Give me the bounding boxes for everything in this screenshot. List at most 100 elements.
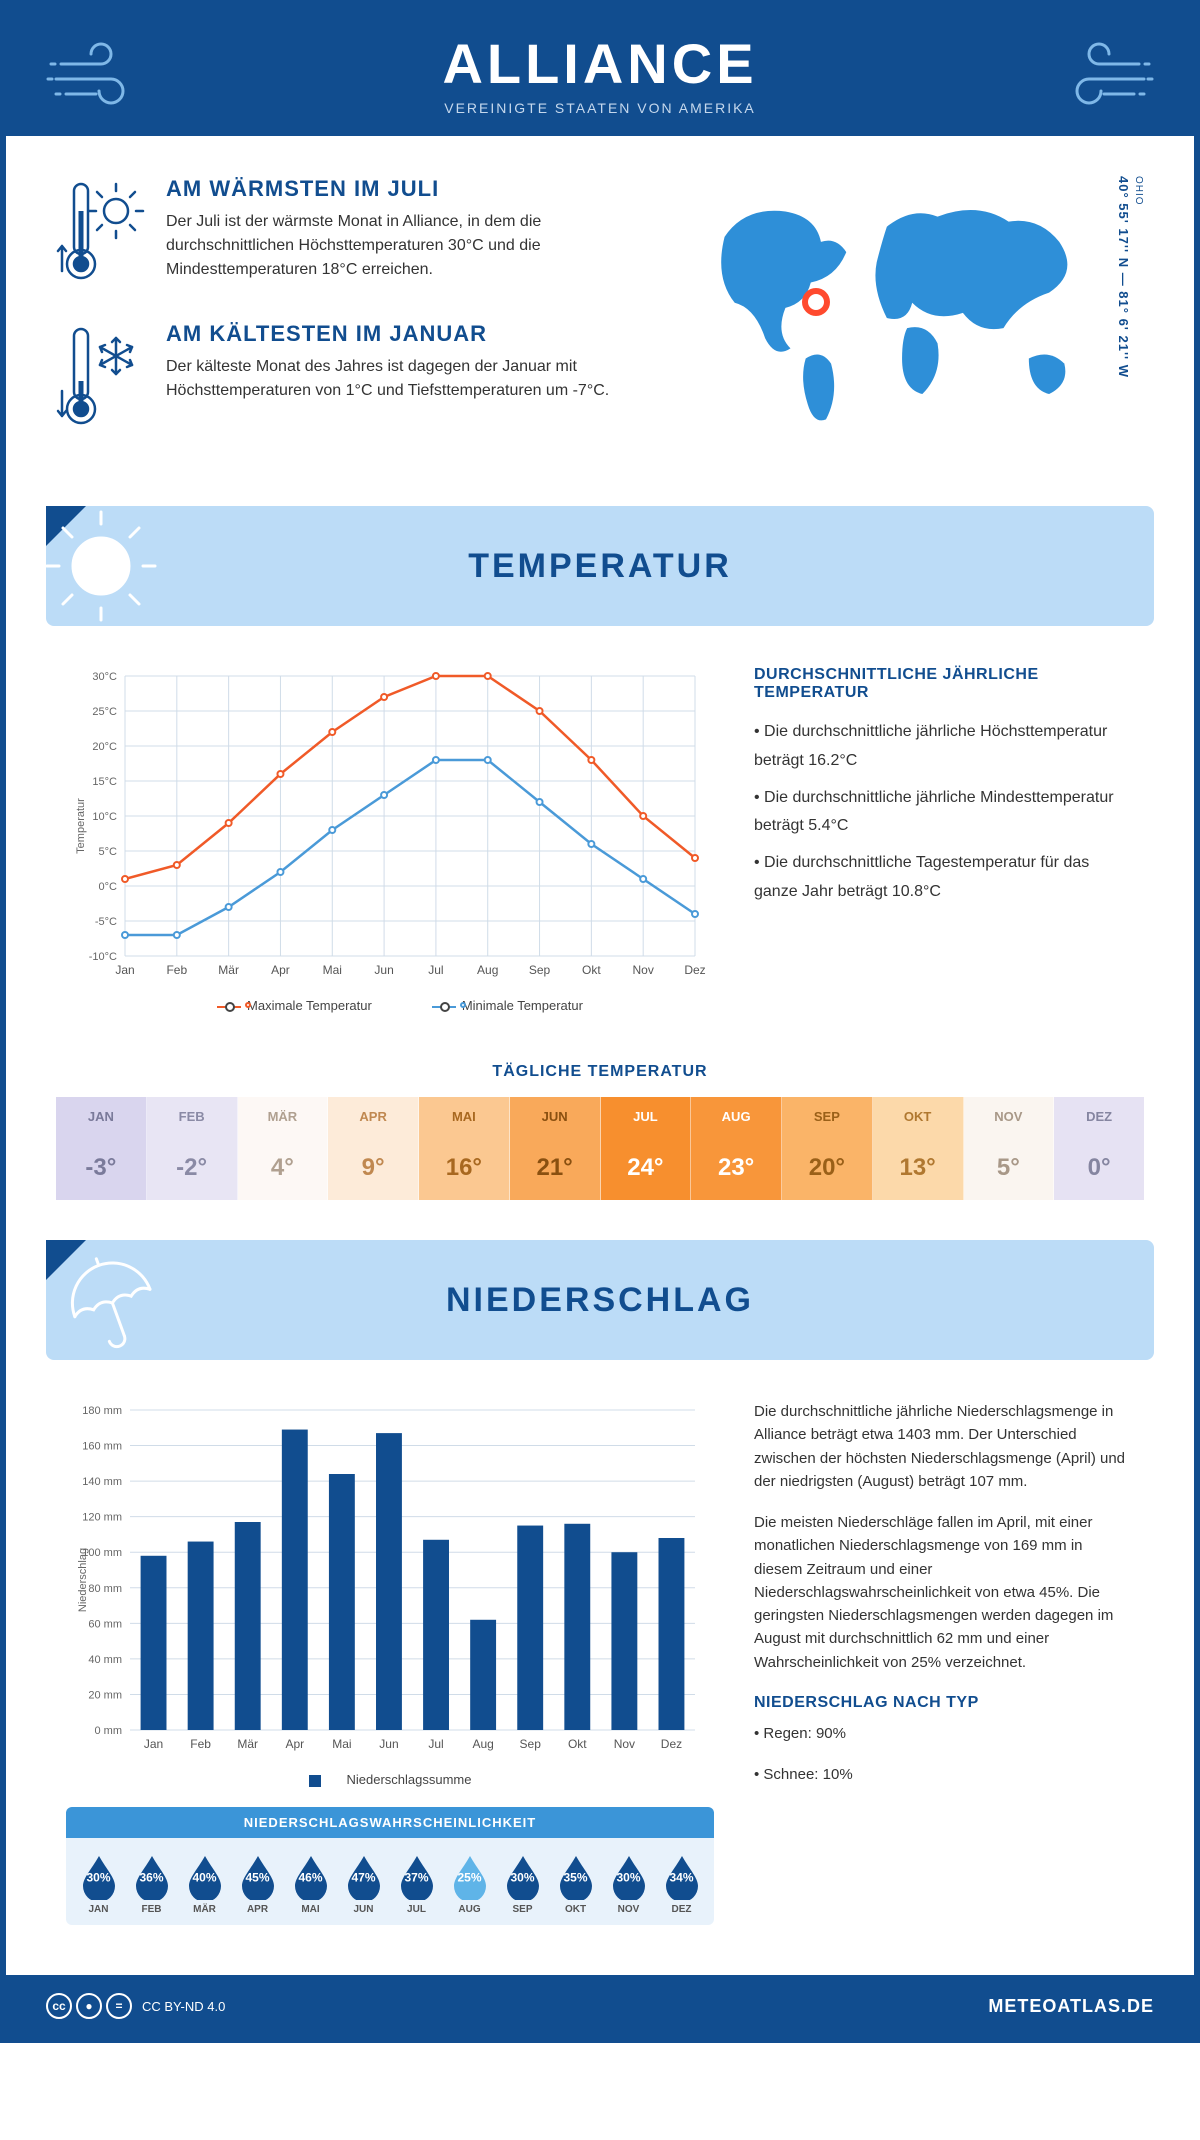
daily-temp-grid: JAN-3°FEB-2°MÄR4°APR9°MAI16°JUN21°JUL24°…	[56, 1097, 1144, 1200]
svg-text:0°C: 0°C	[99, 881, 118, 893]
svg-text:15°C: 15°C	[92, 776, 117, 788]
bullet: • Die durchschnittliche jährliche Mindes…	[754, 784, 1134, 842]
svg-text:180 mm: 180 mm	[82, 1405, 122, 1417]
svg-text:Jul: Jul	[428, 963, 443, 977]
svg-text:140 mm: 140 mm	[82, 1476, 122, 1488]
drop-cell: 37%JUL	[390, 1852, 443, 1915]
svg-text:Dez: Dez	[661, 1737, 682, 1751]
precip-bar-chart: 0 mm20 mm40 mm60 mm80 mm100 mm120 mm140 …	[66, 1400, 714, 1760]
region-label: OHIO	[1131, 176, 1144, 466]
site-label: METEOATLAS.DE	[988, 1996, 1154, 2017]
svg-text:Dez: Dez	[684, 963, 705, 977]
svg-text:0 mm: 0 mm	[95, 1725, 123, 1737]
svg-text:40 mm: 40 mm	[88, 1654, 122, 1666]
daily-cell: MAI16°	[419, 1097, 510, 1200]
coldest-title: AM KÄLTESTEN IM JANUAR	[166, 321, 644, 347]
daily-cell: AUG23°	[691, 1097, 782, 1200]
precip-para-2: Die meisten Niederschläge fallen im Apri…	[754, 1511, 1134, 1674]
svg-text:20 mm: 20 mm	[88, 1689, 122, 1701]
svg-text:10°C: 10°C	[92, 811, 117, 823]
svg-text:Okt: Okt	[582, 963, 601, 977]
footer: cc●= CC BY-ND 4.0 METEOATLAS.DE	[6, 1975, 1194, 2037]
umbrella-icon	[46, 1240, 186, 1360]
precip-chart-row: 0 mm20 mm40 mm60 mm80 mm100 mm120 mm140 …	[6, 1390, 1194, 1945]
svg-text:25°C: 25°C	[92, 706, 117, 718]
precip-prob-title: NIEDERSCHLAGSWAHRSCHEINLICHKEIT	[66, 1807, 714, 1838]
svg-text:-5°C: -5°C	[95, 916, 117, 928]
svg-text:Apr: Apr	[271, 963, 290, 977]
precip-type-bullets: • Regen: 90% • Schnee: 10%	[754, 1722, 1134, 1787]
warmest-block: AM WÄRMSTEN IM JULI Der Juli ist der wär…	[56, 176, 644, 291]
drop-cell: 35%OKT	[549, 1852, 602, 1915]
precip-para-1: Die durchschnittliche jährliche Niedersc…	[754, 1400, 1134, 1493]
bullet: • Die durchschnittliche Tagestemperatur …	[754, 849, 1134, 907]
svg-text:Okt: Okt	[568, 1737, 587, 1751]
thermometer-cold-icon	[56, 321, 146, 436]
drop-cell: 47%JUN	[337, 1852, 390, 1915]
svg-text:Jun: Jun	[374, 963, 393, 977]
warmest-text: Der Juli ist der wärmste Monat in Allian…	[166, 210, 644, 282]
map-block: 40° 55' 17'' N — 81° 6' 21'' W OHIO	[684, 176, 1144, 466]
svg-text:Jun: Jun	[379, 1737, 398, 1751]
coldest-text: Der kälteste Monat des Jahres ist dagege…	[166, 355, 644, 403]
daily-temp-title: TÄGLICHE TEMPERATUR	[6, 1063, 1194, 1081]
page-title: ALLIANCE	[166, 31, 1034, 96]
precip-probability: NIEDERSCHLAGSWAHRSCHEINLICHKEIT 30%JAN36…	[66, 1807, 714, 1925]
daily-cell: OKT13°	[873, 1097, 964, 1200]
svg-text:60 mm: 60 mm	[88, 1618, 122, 1630]
precip-legend-label: Niederschlagssumme	[347, 1772, 472, 1787]
cc-badge-icon: cc●=	[46, 1993, 132, 2019]
bullet: • Regen: 90%	[754, 1722, 1134, 1745]
svg-text:Sep: Sep	[529, 963, 551, 977]
bullet: • Die durchschnittliche jährliche Höchst…	[754, 718, 1134, 776]
svg-text:Aug: Aug	[477, 963, 498, 977]
svg-text:Niederschlag: Niederschlag	[77, 1548, 89, 1612]
daily-cell: JUN21°	[510, 1097, 601, 1200]
svg-text:Mai: Mai	[323, 963, 342, 977]
svg-text:Apr: Apr	[285, 1737, 304, 1751]
page: ALLIANCE VEREINIGTE STAATEN VON AMERIKA	[0, 0, 1200, 2043]
daily-cell: MÄR4°	[238, 1097, 329, 1200]
daily-cell: JAN-3°	[56, 1097, 147, 1200]
sun-icon	[46, 506, 186, 626]
svg-text:Sep: Sep	[520, 1737, 542, 1751]
warmest-title: AM WÄRMSTEN IM JULI	[166, 176, 644, 202]
thermometer-hot-icon	[56, 176, 146, 291]
wind-icon-right	[1034, 34, 1154, 114]
page-subtitle: VEREINIGTE STAATEN VON AMERIKA	[166, 100, 1034, 116]
svg-text:Jan: Jan	[115, 963, 134, 977]
svg-text:Nov: Nov	[633, 963, 654, 977]
svg-text:Temperatur: Temperatur	[75, 798, 87, 854]
svg-text:Mär: Mär	[218, 963, 239, 977]
svg-text:Mai: Mai	[332, 1737, 351, 1751]
wind-icon-left	[46, 34, 166, 114]
coldest-block: AM KÄLTESTEN IM JANUAR Der kälteste Mona…	[56, 321, 644, 436]
precip-legend: Niederschlagssumme	[66, 1772, 714, 1787]
coordinates-label: 40° 55' 17'' N — 81° 6' 21'' W	[1110, 176, 1131, 466]
drop-cell: 40%MÄR	[178, 1852, 231, 1915]
avg-temp-title: DURCHSCHNITTLICHE JÄHRLICHE TEMPERATUR	[754, 666, 1134, 702]
map-marker-icon	[802, 288, 830, 316]
drop-cell: 46%MAI	[284, 1852, 337, 1915]
svg-text:-10°C: -10°C	[89, 951, 117, 963]
precip-banner: NIEDERSCHLAG	[46, 1240, 1154, 1360]
precip-drops: 30%JAN36%FEB40%MÄR45%APR46%MAI47%JUN37%J…	[66, 1838, 714, 1925]
temperature-legend: Maximale TemperaturMinimale Temperatur	[66, 998, 714, 1013]
svg-text:20°C: 20°C	[92, 741, 117, 753]
intro-section: AM WÄRMSTEN IM JULI Der Juli ist der wär…	[6, 136, 1194, 496]
svg-text:Jul: Jul	[428, 1737, 443, 1751]
svg-text:Jan: Jan	[144, 1737, 163, 1751]
bullet: • Schnee: 10%	[754, 1763, 1134, 1786]
svg-text:160 mm: 160 mm	[82, 1441, 122, 1453]
precip-type-title: NIEDERSCHLAG NACH TYP	[754, 1694, 1134, 1712]
svg-text:Mär: Mär	[237, 1737, 258, 1751]
svg-text:Aug: Aug	[472, 1737, 493, 1751]
daily-cell: FEB-2°	[147, 1097, 238, 1200]
daily-cell: SEP20°	[782, 1097, 873, 1200]
temperature-banner: TEMPERATUR	[46, 506, 1154, 626]
drop-cell: 30%NOV	[602, 1852, 655, 1915]
header: ALLIANCE VEREINIGTE STAATEN VON AMERIKA	[6, 6, 1194, 136]
drop-cell: 30%SEP	[496, 1852, 549, 1915]
daily-cell: JUL24°	[601, 1097, 692, 1200]
drop-cell: 30%JAN	[72, 1852, 125, 1915]
